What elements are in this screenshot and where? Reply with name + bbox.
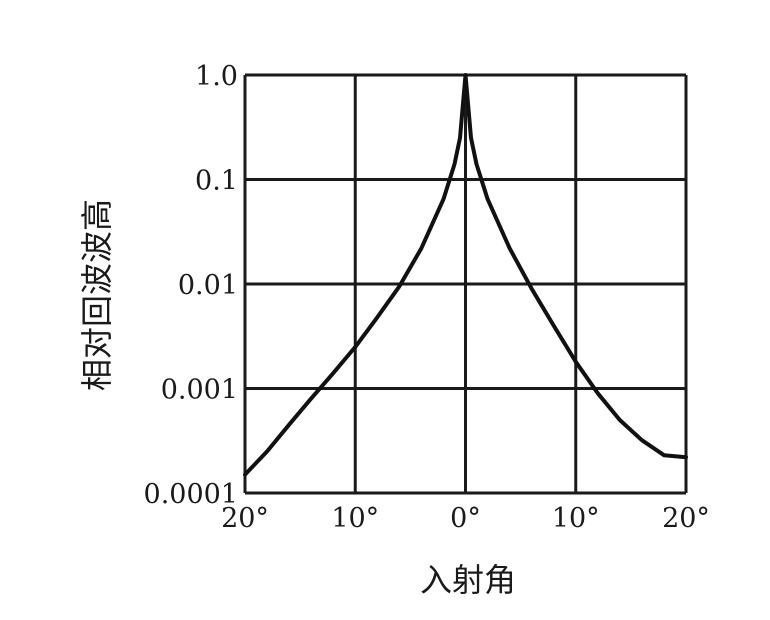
y-axis-ticks: 0.0001 0.001 0.01 0.1 1.0: [144, 61, 238, 510]
y-tick-label: 0.0001: [144, 479, 238, 510]
x-tick-label: 20°: [662, 503, 710, 534]
x-tick-label: 20°: [221, 503, 269, 534]
y-tick-label: 0.01: [178, 270, 238, 301]
y-tick-label: 0.1: [195, 166, 238, 197]
series-layer: [243, 73, 688, 477]
grid: [243, 73, 688, 495]
series-line: [243, 73, 688, 477]
y-axis-label: 相对回波波高: [78, 199, 116, 391]
x-axis-label: 入射角: [420, 561, 516, 599]
x-tick-label: 10°: [552, 503, 600, 534]
y-tick-label: 1.0: [195, 61, 238, 92]
y-tick-label: 0.001: [161, 375, 238, 406]
x-tick-label: 0°: [450, 503, 481, 534]
x-axis-ticks: 20° 10° 0° 10° 20°: [221, 503, 710, 534]
x-tick-label: 10°: [331, 503, 379, 534]
